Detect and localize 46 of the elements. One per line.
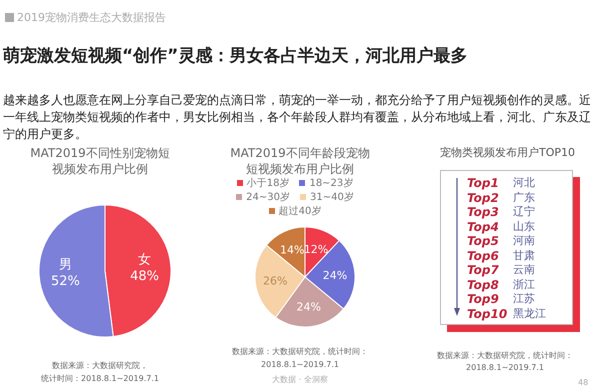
- category-label: 甘肃: [513, 248, 535, 262]
- chart-title: MAT2019不同性别宠物短视频发布用户比例: [29, 145, 171, 177]
- source-note: 数据来源：大数据研究院，统计时间：2018.8.1~2019.7.1: [231, 346, 369, 371]
- text: Top4: [467, 220, 500, 234]
- legend-label: 31~40岁: [310, 192, 354, 203]
- source-note: 数据来源：大数据研究院，: [51, 360, 149, 372]
- text: 宠物类视频发布用户TOP10: [438, 145, 576, 160]
- text: Top1: [467, 176, 500, 190]
- category-label: 广东: [513, 190, 535, 204]
- legend-label: 超过40岁: [278, 206, 322, 217]
- text: Top3: [467, 205, 500, 219]
- chart-title: MAT2019不同年龄段宠物短视频发布用户比例: [230, 145, 370, 177]
- text: 48: [578, 378, 588, 387]
- data-label: 24%: [322, 268, 348, 282]
- text: Top9: [467, 292, 500, 306]
- text: Top2: [467, 190, 500, 204]
- category-label: 江苏: [513, 292, 535, 306]
- category-label: 黑龙江: [513, 306, 546, 320]
- category-label: 河南: [513, 234, 535, 248]
- slice-label: 男: [58, 257, 72, 272]
- category-label: 浙江: [513, 278, 535, 292]
- data-label: 48%: [130, 269, 159, 284]
- source-note: 数据来源：大数据研究院，统计时间：2018.8.1~2019.7.1: [436, 350, 574, 374]
- text: Top5: [467, 234, 500, 248]
- legend-label: 24~30岁: [246, 192, 290, 203]
- text: 2019宠物消费生态大数据报告: [16, 10, 166, 25]
- data-label: 12%: [304, 242, 328, 256]
- data-label: 52%: [51, 274, 80, 290]
- data-label: 14%: [280, 244, 304, 257]
- legend-label: 小于18岁: [246, 178, 290, 189]
- text: 统计时间：2018.8.1~2019.7.1: [40, 373, 160, 385]
- text: Top8: [467, 278, 500, 292]
- category-label: 辽宁: [513, 205, 535, 219]
- text: 萌宠激发短视频“创作”灵感：男女各占半边天，河北用户最多: [3, 45, 468, 67]
- text: Top6: [467, 248, 500, 262]
- data-label: 24%: [296, 300, 321, 314]
- category-label: 河北: [513, 176, 535, 190]
- text: Top10: [467, 306, 508, 320]
- data-label: 26%: [263, 274, 288, 288]
- legend-label: 18~23岁: [309, 178, 354, 189]
- text: 大数据 · 全洞察: [271, 374, 329, 385]
- category-label: 山东: [513, 220, 535, 234]
- category-label: 云南: [513, 263, 535, 277]
- text: Top7: [467, 263, 500, 277]
- text: 越来越多人也愿意在网上分享自己爱宠的点滴日常，萌宠的一举一动，都充分给予了用户短视频创作的灵感。近一年线上宠物类短视频的作者中，男女比例相当，各个年龄段人群均有覆盖，从分布地域上看，河北、广东及辽宁的用户更多。: [3, 92, 592, 143]
- slice-label: 女: [138, 252, 152, 268]
